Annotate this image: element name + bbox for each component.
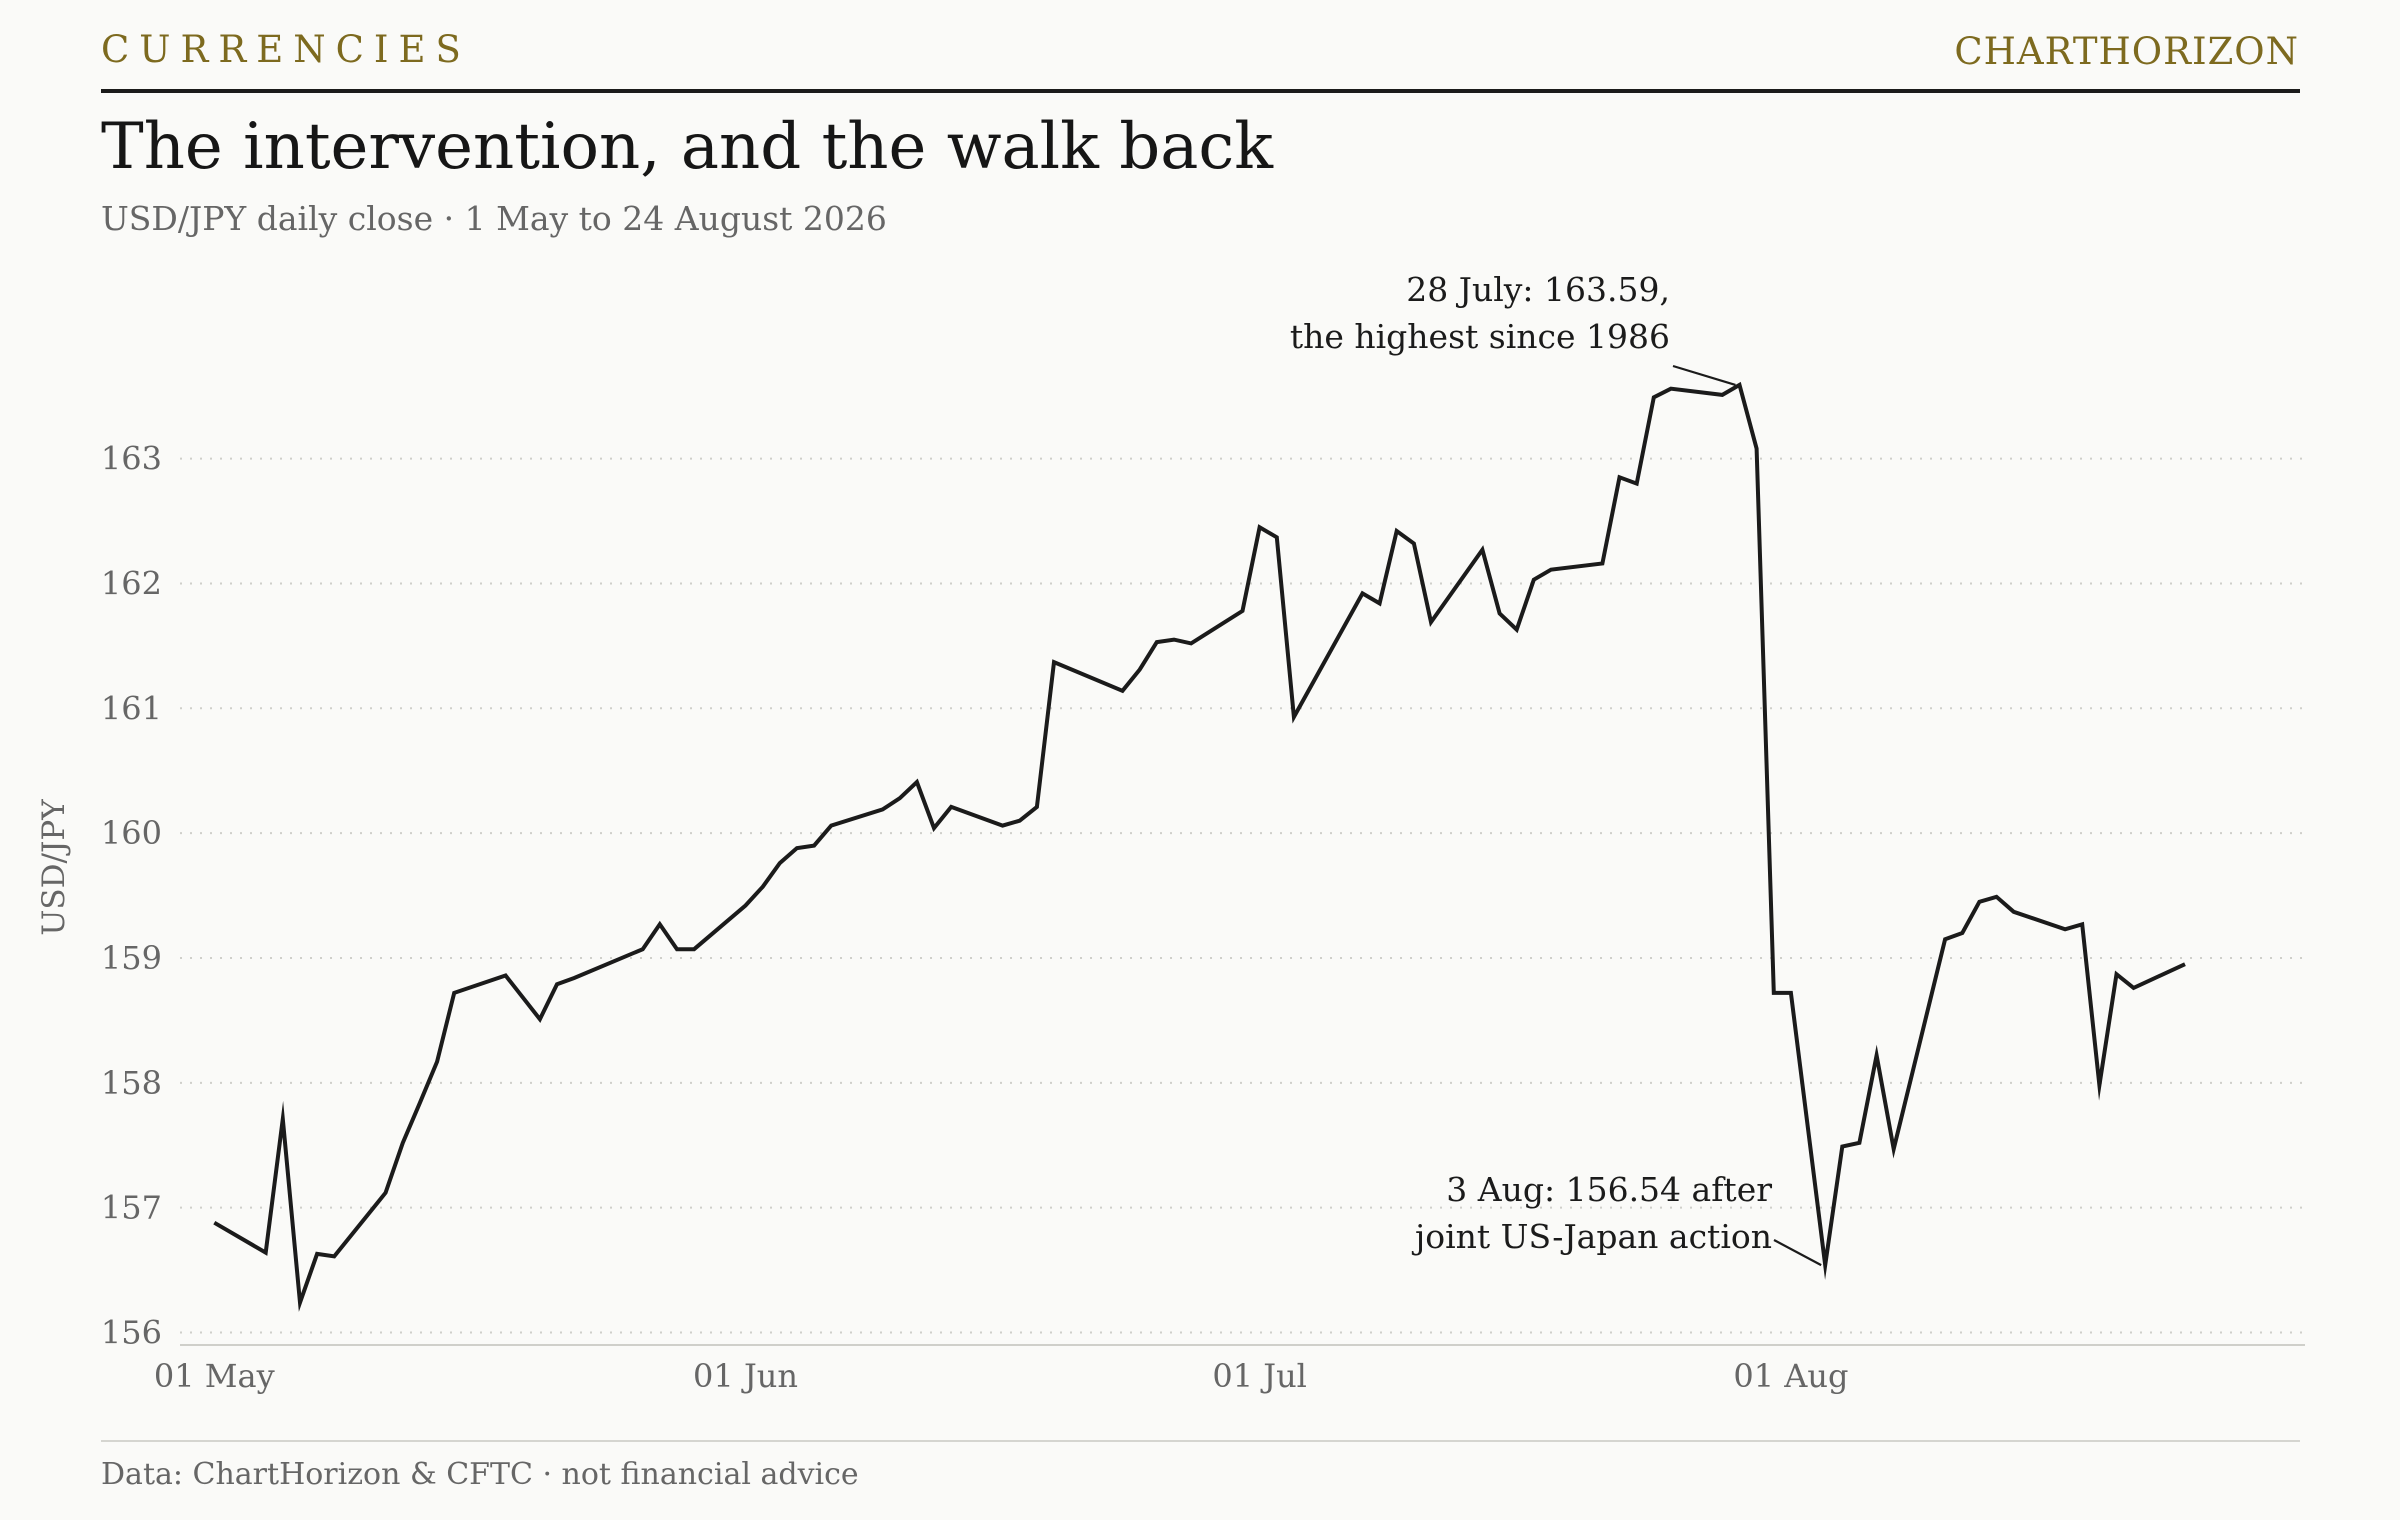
- annotation-text-peak: the highest since 1986: [1290, 317, 1670, 356]
- x-tick-label: 01 May: [154, 1357, 275, 1395]
- header-rule: [101, 89, 2300, 93]
- series-line-usdjpy: [213, 381, 2186, 1312]
- footer-rule: [101, 1440, 2300, 1442]
- gridlines: [180, 457, 2305, 1334]
- annotations: 28 July: 163.59, the highest since 1986 3 …: [1290, 270, 1822, 1267]
- x-axis: 01 May 01 Jun 01 Jul 01 Aug: [154, 1344, 2305, 1395]
- y-tick-label: 159: [101, 939, 162, 977]
- chart-title: The intervention, and the walk back: [101, 110, 1273, 184]
- y-tick-label: 157: [101, 1189, 162, 1227]
- y-axis: 156 157 158 159 160 161 162 163: [101, 440, 162, 1352]
- y-tick-label: 158: [101, 1064, 162, 1102]
- y-axis-label: USD/JPY: [36, 799, 72, 936]
- source-note: Data: ChartHorizon & CFTC · not financia…: [101, 1457, 859, 1492]
- y-tick-label: 162: [101, 564, 162, 602]
- annotation-leader-peak: [1672, 364, 1736, 386]
- series: [213, 381, 2186, 1312]
- y-tick-label: 160: [101, 814, 162, 852]
- x-tick-label: 01 Jun: [693, 1357, 798, 1395]
- x-tick-label: 01 Aug: [1733, 1357, 1848, 1395]
- annotation-text-trough: joint US-Japan action: [1411, 1217, 1772, 1256]
- brand-logo[interactable]: CHARTHORIZON: [1954, 30, 2299, 73]
- y-tick-label: 156: [101, 1314, 162, 1352]
- annotation-text-trough: 3 Aug: 156.54 after: [1446, 1170, 1772, 1209]
- y-tick-label: 163: [101, 440, 162, 478]
- y-tick-label: 161: [101, 689, 162, 727]
- annotation-leader-trough: [1773, 1239, 1822, 1267]
- section-kicker: CURRENCIES: [101, 28, 471, 71]
- x-tick-label: 01 Jul: [1212, 1357, 1307, 1395]
- chart-subtitle: USD/JPY daily close · 1 May to 24 August…: [101, 199, 887, 238]
- annotation-text-peak: 28 July: 163.59,: [1406, 270, 1670, 309]
